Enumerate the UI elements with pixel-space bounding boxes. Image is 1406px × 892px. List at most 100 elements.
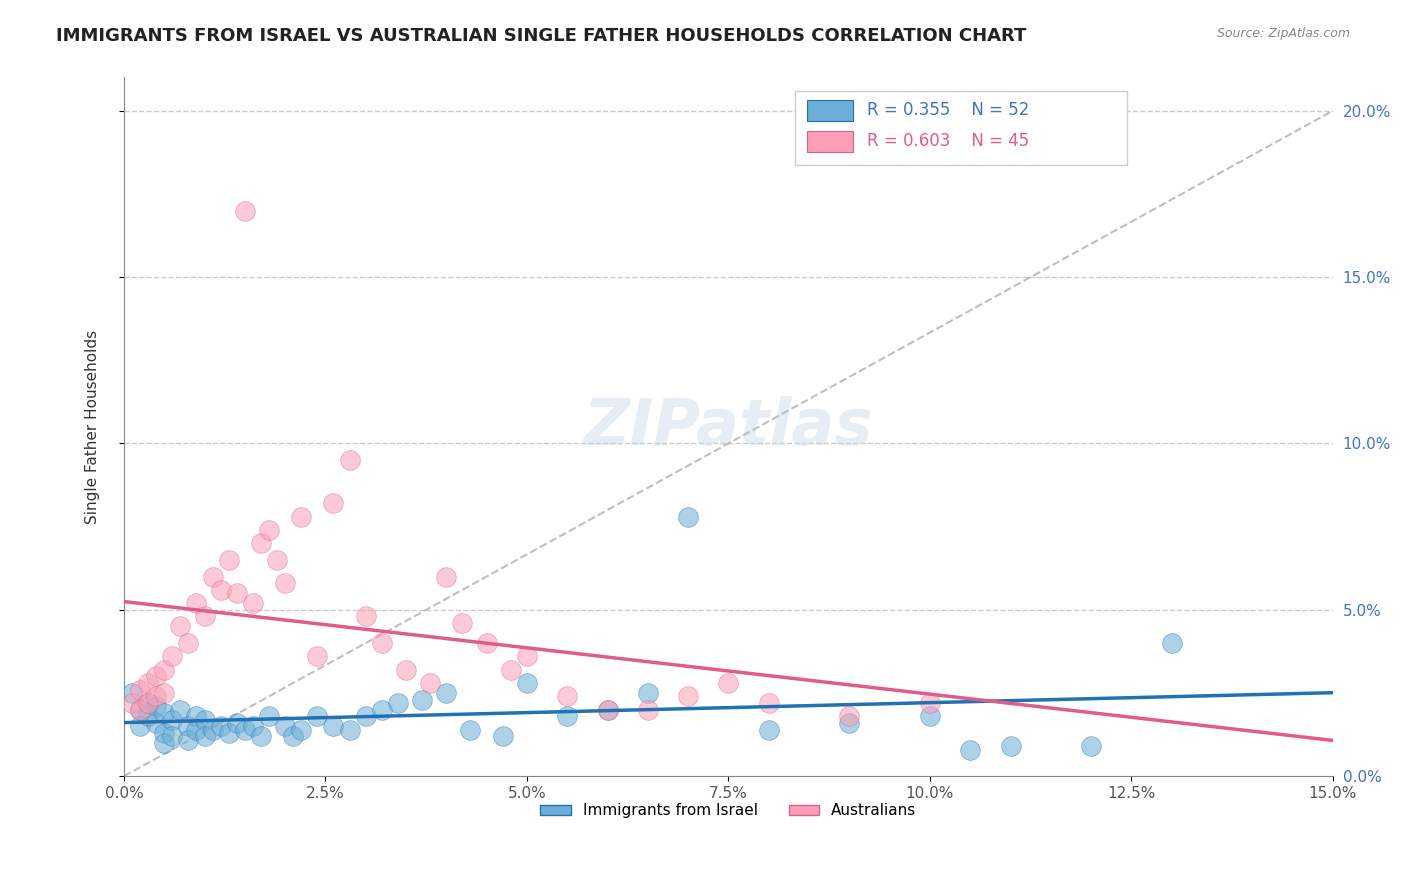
Point [838, 709, 860, 723]
Point [136, 696, 159, 710]
Point [419, 676, 441, 690]
Point [169, 703, 191, 717]
Point [596, 703, 619, 717]
Point [322, 719, 344, 733]
Point [395, 663, 418, 677]
Point [371, 703, 394, 717]
Point [1160, 636, 1182, 650]
Point [242, 596, 264, 610]
Point [153, 663, 176, 677]
Point [371, 636, 394, 650]
Y-axis label: Single Father Households: Single Father Households [86, 330, 100, 524]
Point [451, 616, 474, 631]
Point [596, 703, 619, 717]
Point [136, 709, 159, 723]
Point [257, 523, 280, 537]
Text: ZIPatlas: ZIPatlas [583, 396, 873, 458]
Point [354, 709, 377, 723]
Point [145, 690, 167, 704]
FancyBboxPatch shape [794, 91, 1128, 165]
Point [121, 696, 143, 710]
Point [475, 636, 498, 650]
Point [145, 715, 167, 730]
Point [225, 586, 247, 600]
Point [233, 723, 256, 737]
Point [250, 729, 273, 743]
Point [121, 686, 143, 700]
Text: Source: ZipAtlas.com: Source: ZipAtlas.com [1216, 27, 1350, 40]
Point [153, 706, 176, 720]
Point [290, 723, 312, 737]
Point [136, 676, 159, 690]
Point [918, 696, 941, 710]
Point [758, 723, 780, 737]
Point [1080, 739, 1102, 754]
Point [153, 686, 176, 700]
Point [177, 732, 200, 747]
Point [153, 736, 176, 750]
Point [339, 723, 361, 737]
Point [283, 729, 305, 743]
Point [492, 729, 515, 743]
Point [209, 719, 232, 733]
Point [242, 719, 264, 733]
Point [676, 509, 699, 524]
Point [162, 729, 184, 743]
Point [274, 719, 297, 733]
FancyBboxPatch shape [807, 101, 853, 121]
Point [918, 709, 941, 723]
Point [411, 692, 433, 706]
Point [233, 203, 256, 218]
Text: R = 0.355    N = 52: R = 0.355 N = 52 [868, 102, 1029, 120]
Point [354, 609, 377, 624]
Point [186, 709, 208, 723]
Point [193, 729, 215, 743]
Point [676, 690, 699, 704]
Text: R = 0.603    N = 45: R = 0.603 N = 45 [868, 132, 1029, 150]
Point [177, 719, 200, 733]
Point [516, 649, 538, 664]
Point [129, 703, 152, 717]
Point [250, 536, 273, 550]
Point [153, 726, 176, 740]
Point [266, 553, 288, 567]
Point [145, 669, 167, 683]
Point [218, 553, 240, 567]
Point [322, 496, 344, 510]
Point [218, 726, 240, 740]
Point [177, 636, 200, 650]
Point [555, 709, 578, 723]
Point [434, 569, 457, 583]
FancyBboxPatch shape [807, 131, 853, 153]
Point [274, 576, 297, 591]
Point [434, 686, 457, 700]
Point [959, 742, 981, 756]
Point [225, 715, 247, 730]
Text: IMMIGRANTS FROM ISRAEL VS AUSTRALIAN SINGLE FATHER HOUSEHOLDS CORRELATION CHART: IMMIGRANTS FROM ISRAEL VS AUSTRALIAN SIN… [56, 27, 1026, 45]
Point [637, 686, 659, 700]
Point [307, 649, 329, 664]
Point [758, 696, 780, 710]
Point [460, 723, 482, 737]
Point [307, 709, 329, 723]
Point [129, 719, 152, 733]
Point [193, 609, 215, 624]
Point [129, 703, 152, 717]
Point [290, 509, 312, 524]
Legend: Immigrants from Israel, Australians: Immigrants from Israel, Australians [534, 797, 922, 824]
Point [186, 723, 208, 737]
Point [1000, 739, 1022, 754]
Point [201, 723, 224, 737]
Point [201, 569, 224, 583]
Point [838, 715, 860, 730]
Point [129, 682, 152, 697]
Point [162, 713, 184, 727]
Point [136, 696, 159, 710]
Point [387, 696, 409, 710]
Point [499, 663, 522, 677]
Point [555, 690, 578, 704]
Point [257, 709, 280, 723]
Point [162, 649, 184, 664]
Point [145, 699, 167, 714]
Point [637, 703, 659, 717]
